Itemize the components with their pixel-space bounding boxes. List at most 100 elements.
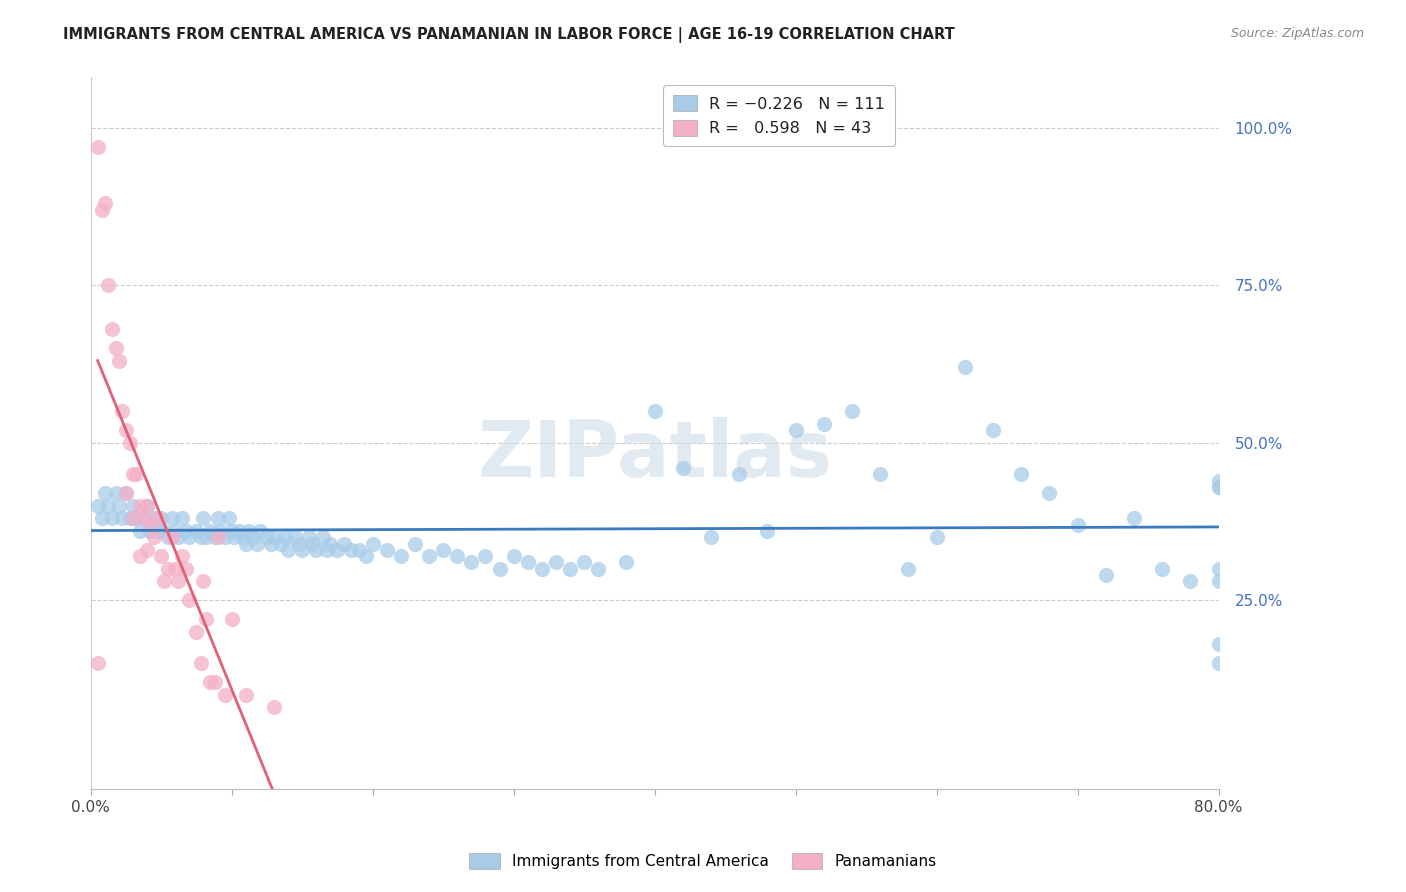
Point	[104, 341, 127, 355]
Point	[488, 562, 510, 576]
Point	[204, 530, 226, 544]
Point	[96, 499, 118, 513]
Point	[375, 542, 398, 557]
Point	[572, 555, 595, 569]
Point	[195, 530, 218, 544]
Point	[193, 574, 215, 589]
Point	[193, 511, 215, 525]
Point	[558, 562, 581, 576]
Point	[1094, 568, 1116, 582]
Point	[86, 656, 108, 670]
Point	[207, 530, 229, 544]
Point	[288, 536, 311, 550]
Point	[200, 675, 222, 690]
Point	[284, 530, 307, 544]
Point	[204, 675, 226, 690]
Point	[93, 196, 115, 211]
Point	[460, 555, 482, 569]
Point	[104, 486, 127, 500]
Point	[218, 511, 240, 525]
Point	[190, 530, 212, 544]
Point	[953, 360, 976, 375]
Point	[841, 404, 863, 418]
Point	[1123, 511, 1146, 525]
Point	[446, 549, 468, 563]
Point	[1180, 574, 1202, 589]
Point	[221, 524, 243, 538]
Point	[312, 530, 335, 544]
Point	[150, 549, 173, 563]
Point	[186, 624, 208, 639]
Legend: Immigrants from Central America, Panamanians: Immigrants from Central America, Panaman…	[463, 847, 943, 875]
Point	[228, 524, 250, 538]
Point	[86, 139, 108, 153]
Point	[100, 511, 122, 525]
Point	[1208, 562, 1230, 576]
Point	[139, 524, 162, 538]
Point	[148, 511, 170, 525]
Point	[115, 486, 138, 500]
Point	[263, 700, 285, 714]
Point	[813, 417, 835, 431]
Point	[242, 530, 264, 544]
Point	[100, 322, 122, 336]
Text: IMMIGRANTS FROM CENTRAL AMERICA VS PANAMANIAN IN LABOR FORCE | AGE 16-19 CORRELA: IMMIGRANTS FROM CENTRAL AMERICA VS PANAM…	[63, 27, 955, 43]
Point	[249, 524, 271, 538]
Point	[333, 536, 356, 550]
Point	[209, 524, 232, 538]
Point	[354, 549, 377, 563]
Point	[125, 467, 148, 482]
Point	[165, 562, 187, 576]
Point	[785, 423, 807, 437]
Point	[111, 404, 134, 418]
Point	[120, 435, 142, 450]
Point	[235, 688, 257, 702]
Point	[143, 511, 166, 525]
Point	[302, 536, 325, 550]
Point	[246, 536, 269, 550]
Point	[207, 511, 229, 525]
Point	[474, 549, 496, 563]
Point	[162, 511, 184, 525]
Point	[1208, 480, 1230, 494]
Point	[167, 530, 190, 544]
Point	[316, 542, 339, 557]
Point	[1066, 517, 1088, 532]
Point	[176, 524, 198, 538]
Point	[162, 530, 184, 544]
Point	[136, 499, 159, 513]
Point	[224, 530, 246, 544]
Point	[157, 562, 180, 576]
Point	[190, 656, 212, 670]
Point	[221, 612, 243, 626]
Point	[361, 536, 384, 550]
Point	[129, 524, 152, 538]
Point	[530, 562, 553, 576]
Point	[90, 202, 112, 217]
Point	[134, 511, 156, 525]
Point	[238, 524, 260, 538]
Point	[165, 524, 187, 538]
Point	[214, 688, 236, 702]
Point	[153, 574, 176, 589]
Point	[122, 499, 145, 513]
Point	[179, 593, 201, 607]
Point	[214, 530, 236, 544]
Point	[153, 524, 176, 538]
Point	[136, 499, 159, 513]
Point	[432, 542, 454, 557]
Point	[115, 486, 138, 500]
Point	[1152, 562, 1174, 576]
Point	[96, 278, 118, 293]
Point	[86, 499, 108, 513]
Point	[172, 511, 194, 525]
Point	[1208, 474, 1230, 488]
Point	[232, 530, 254, 544]
Point	[186, 524, 208, 538]
Point	[260, 536, 283, 550]
Point	[270, 536, 292, 550]
Point	[108, 499, 131, 513]
Point	[143, 530, 166, 544]
Point	[326, 542, 349, 557]
Point	[644, 404, 666, 418]
